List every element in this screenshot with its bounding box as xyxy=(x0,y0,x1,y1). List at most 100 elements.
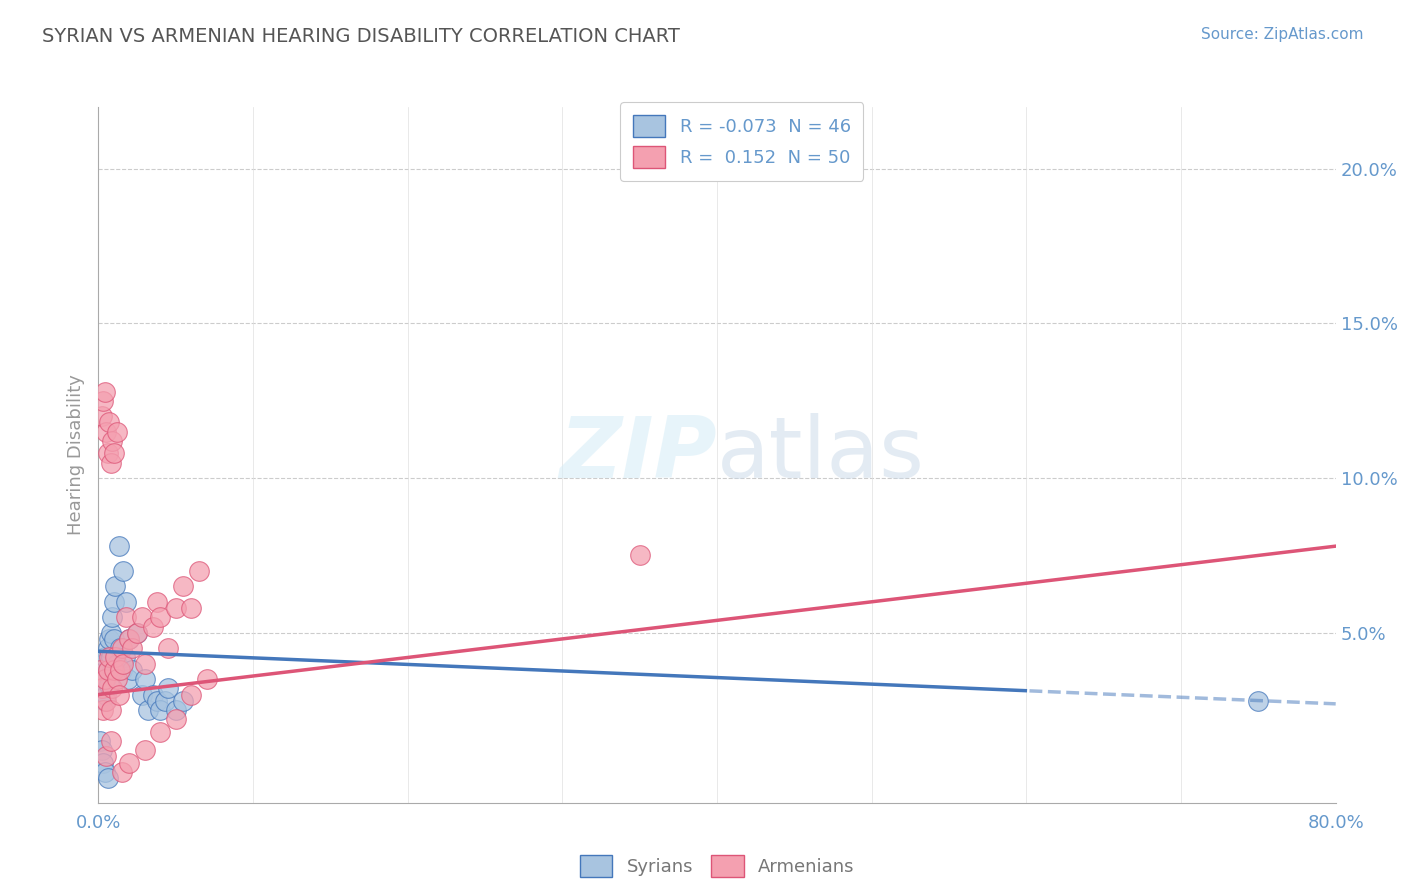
Point xyxy=(104,650,127,665)
Point xyxy=(112,657,135,671)
Point xyxy=(136,703,159,717)
Point xyxy=(121,641,143,656)
Point xyxy=(180,601,202,615)
Point xyxy=(91,393,114,408)
Point xyxy=(149,724,172,739)
Point xyxy=(146,595,169,609)
Point xyxy=(131,688,153,702)
Point xyxy=(118,756,141,770)
Point xyxy=(134,657,156,671)
Point xyxy=(91,657,114,671)
Point xyxy=(173,579,195,593)
Point xyxy=(105,425,128,439)
Point xyxy=(142,619,165,633)
Point xyxy=(100,625,122,640)
Point xyxy=(165,703,187,717)
Point xyxy=(100,734,122,748)
Point xyxy=(146,694,169,708)
Point xyxy=(101,663,124,677)
Text: ZIP: ZIP xyxy=(560,413,717,497)
Point xyxy=(91,681,114,696)
Point xyxy=(157,641,180,656)
Point xyxy=(98,632,121,646)
Point xyxy=(90,681,112,696)
Point xyxy=(121,663,143,677)
Point xyxy=(90,409,112,424)
Point xyxy=(165,601,187,615)
Point xyxy=(89,672,111,686)
Point xyxy=(107,688,129,702)
Point xyxy=(131,610,153,624)
Point xyxy=(188,564,211,578)
Point xyxy=(127,625,149,640)
Point xyxy=(111,663,134,677)
Point xyxy=(108,663,131,677)
Point xyxy=(157,681,180,696)
Point xyxy=(90,663,112,677)
Point xyxy=(97,771,120,785)
Point xyxy=(103,632,125,646)
Point xyxy=(100,456,122,470)
Point xyxy=(96,688,118,702)
Text: Source: ZipAtlas.com: Source: ZipAtlas.com xyxy=(1201,27,1364,42)
Point xyxy=(98,416,121,430)
Point xyxy=(93,650,115,665)
Point xyxy=(195,672,218,686)
Point xyxy=(105,672,128,686)
Point xyxy=(93,764,115,779)
Point xyxy=(98,678,121,692)
Point xyxy=(98,650,121,665)
Point xyxy=(115,595,138,609)
Point xyxy=(101,434,124,448)
Point xyxy=(97,663,120,677)
Point xyxy=(89,734,111,748)
Point xyxy=(115,610,138,624)
Point xyxy=(96,749,118,764)
Point xyxy=(142,688,165,702)
Point xyxy=(89,663,111,677)
Point xyxy=(134,743,156,757)
Point xyxy=(103,663,125,677)
Point xyxy=(100,703,122,717)
Point xyxy=(97,446,120,460)
Point xyxy=(90,743,112,757)
Point xyxy=(103,446,125,460)
Legend: Syrians, Armenians: Syrians, Armenians xyxy=(572,847,862,884)
Point xyxy=(628,549,651,563)
Point xyxy=(117,672,139,686)
Point xyxy=(96,672,118,686)
Point xyxy=(180,688,202,702)
Point xyxy=(101,610,124,624)
Point xyxy=(104,579,127,593)
Point xyxy=(118,632,141,646)
Point xyxy=(1247,694,1270,708)
Point xyxy=(114,650,136,665)
Point xyxy=(91,756,114,770)
Point xyxy=(101,681,124,696)
Point xyxy=(127,625,149,640)
Point xyxy=(118,632,141,646)
Point xyxy=(103,595,125,609)
Point xyxy=(149,610,172,624)
Point xyxy=(173,694,195,708)
Point xyxy=(111,641,134,656)
Point xyxy=(97,641,120,656)
Point xyxy=(108,641,131,656)
Point xyxy=(96,694,118,708)
Point xyxy=(91,703,114,717)
Point xyxy=(112,564,135,578)
Point xyxy=(93,384,115,399)
Point xyxy=(100,650,122,665)
Point xyxy=(134,672,156,686)
Point xyxy=(105,657,128,671)
Point xyxy=(97,663,120,677)
Y-axis label: Hearing Disability: Hearing Disability xyxy=(66,375,84,535)
Point xyxy=(93,694,115,708)
Text: SYRIAN VS ARMENIAN HEARING DISABILITY CORRELATION CHART: SYRIAN VS ARMENIAN HEARING DISABILITY CO… xyxy=(42,27,681,45)
Point xyxy=(96,425,118,439)
Point xyxy=(107,539,129,553)
Point xyxy=(153,694,176,708)
Point xyxy=(111,764,134,779)
Point xyxy=(165,712,187,726)
Text: atlas: atlas xyxy=(717,413,925,497)
